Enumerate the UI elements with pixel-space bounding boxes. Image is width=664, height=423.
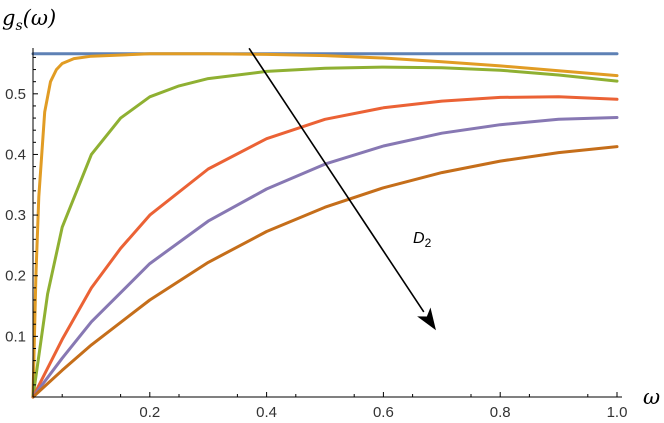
plot-area: 0.2 0.4 0.6 0.8 1.0 0.1 0.2 0.3 0.4 0.5 [5, 47, 628, 421]
annotation-label-main: D [413, 230, 425, 247]
y-axis-label-rest: (ω) [23, 6, 57, 30]
series-line-2 [31, 52, 619, 399]
x-axis-label: ω [643, 385, 660, 409]
y-axis-label-main: g [2, 6, 15, 30]
y-axis-label: gs(ω) [2, 6, 56, 34]
y-tick-label: 0.2 [5, 268, 26, 285]
y-tick-label: 0.1 [5, 328, 26, 345]
y-tick-label: 0.3 [5, 207, 26, 224]
x-tick-label: 0.4 [256, 404, 277, 421]
annotation-arrow [248, 47, 436, 331]
x-tick-label: 1.0 [607, 404, 628, 421]
y-tick-label: 0.5 [5, 86, 26, 103]
x-tick-label: 0.8 [490, 404, 511, 421]
annotation-label-sub: 2 [425, 236, 432, 250]
arrow-shaft [248, 47, 425, 313]
x-tick-label: 0.6 [373, 404, 394, 421]
x-ticks: 0.2 0.4 0.6 0.8 1.0 [61, 392, 628, 421]
series-line-3 [31, 65, 619, 399]
y-axis-label-sub: s [15, 18, 22, 34]
x-tick-label: 0.2 [139, 404, 160, 421]
series-line-4 [31, 95, 619, 399]
y-ticks: 0.1 0.2 0.3 0.4 0.5 [5, 56, 38, 386]
series-line-6 [31, 145, 619, 399]
annotation-label: D2 [413, 230, 432, 250]
arrow-head [417, 307, 436, 331]
series-line-5 [31, 116, 619, 399]
series-layer [31, 52, 619, 399]
y-tick-label: 0.4 [5, 146, 26, 163]
